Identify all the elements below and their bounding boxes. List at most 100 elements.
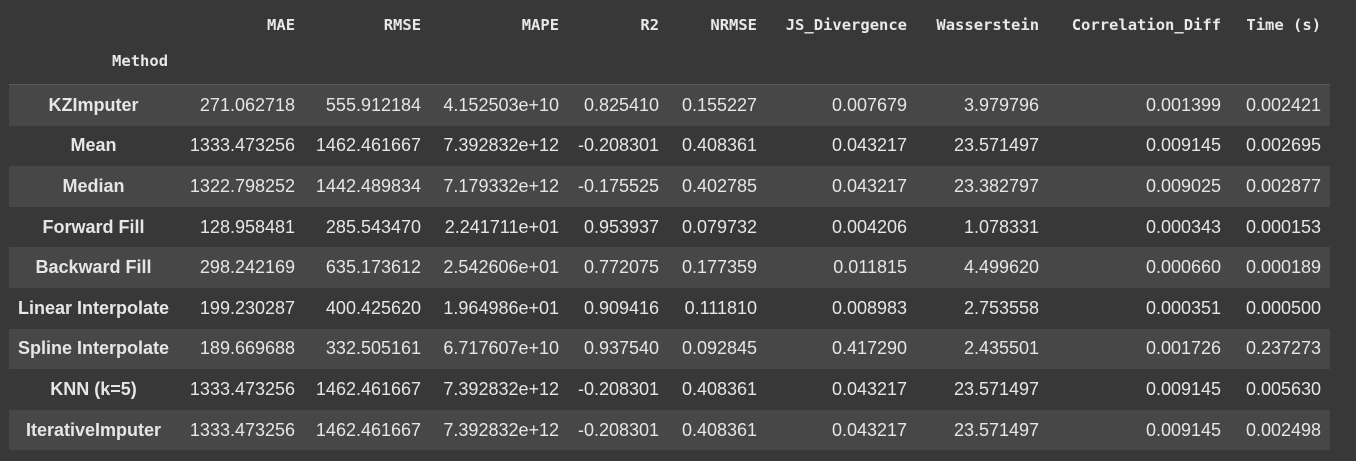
table-cell: 23.382797 [953,175,1040,196]
table-cell: 0.002421 [1245,94,1322,115]
table-cell: 1322.798252 [189,175,296,196]
table-cell: 0.237273 [1245,338,1322,359]
table-row: Median 1322.798252 1442.489834 7.179332e+12… [9,166,1331,207]
table-row: Spline Interpolate 189.669688 332.505161 6.… [9,328,1331,370]
table-cell: 635.173612 [325,257,422,278]
table-cell: 0.000153 [1245,216,1322,237]
blank-header-cell [430,38,569,85]
col-header-rmse: RMSE [304,0,431,38]
row-index-method: Spline Interpolate [18,338,170,359]
table-cell: 199.230287 [199,297,296,318]
table-cell: 0.011815 [833,257,908,278]
table-cell: 1.964986e+01 [443,297,560,318]
table-row: Forward Fill 128.958481 285.543470 2.241711… [9,206,1331,248]
table-cell: 0.043217 [831,135,908,156]
table-cell: 0.825410 [583,94,660,115]
table-cell: 0.001726 [1145,338,1222,359]
table-cell: 0.000660 [1145,257,1222,278]
table-cell: 332.505161 [325,338,422,359]
table-cell: 1462.461667 [315,135,422,156]
col-header-js-divergence: JS_Divergence [766,0,917,38]
table-cell: 1333.473256 [189,378,296,399]
table-cell: 2.435501 [963,338,1040,359]
col-header-nrmse: NRMSE [668,0,767,38]
table-row: KZImputer 271.062718 555.912184 4.152503e+1… [9,84,1331,126]
table-row: Mean 1333.473256 1462.461667 7.392832e+12 -0… [9,125,1331,167]
table-cell: -0.208301 [577,378,660,399]
table-cell: 2.542606e+01 [443,257,560,278]
table-cell: 271.062718 [199,94,296,115]
table-cell: 0.177359 [681,257,758,278]
row-index-method: KNN (k=5) [50,378,137,399]
col-header-wasserstein: Wasserstein [916,0,1049,38]
blank-header-cell [304,38,431,85]
blank-header-cell [766,38,917,85]
table-cell: 0.005630 [1245,378,1322,399]
col-header-mae: MAE [178,0,305,38]
table-cell: 7.392832e+12 [443,135,560,156]
results-dataframe-table: MAE RMSE MAPE R2 NRMSE JS_Divergence Was… [9,0,1331,451]
table-cell: 7.179332e+12 [443,175,560,196]
table-cell: 0.009025 [1145,175,1222,196]
table-cell: 0.002498 [1245,419,1322,440]
table-cell: 2.241711e+01 [444,216,560,237]
table-cell: 1462.461667 [315,419,422,440]
table-cell: 7.392832e+12 [443,378,560,399]
table-cell: 23.571497 [953,419,1040,440]
table-cell: 0.007679 [831,94,908,115]
row-index-method: Linear Interpolate [18,297,170,318]
row-index-method: Median [62,175,125,196]
table-cell: 0.092845 [681,338,758,359]
table-cell: 0.009145 [1145,378,1222,399]
table-cell: 400.425620 [325,297,422,318]
table-cell: 0.909416 [583,297,660,318]
table-cell: 1333.473256 [189,419,296,440]
table-cell: 189.669688 [199,338,296,359]
table-cell: 0.043217 [831,378,908,399]
table-cell: 1462.461667 [315,378,422,399]
table-cell: -0.208301 [577,135,660,156]
table-cell: 0.043217 [831,175,908,196]
blank-header-cell [916,38,1049,85]
table-row: KNN (k=5) 1333.473256 1462.461667 7.392832e… [9,369,1331,410]
blank-header-cell [1048,38,1231,85]
index-corner-cell [9,0,179,38]
table-cell: 6.717607e+10 [443,338,560,359]
table-cell: -0.208301 [577,419,660,440]
table-cell: 0.772075 [583,257,660,278]
table-cell: 298.242169 [199,257,296,278]
table-cell: 0.111810 [684,297,758,318]
table-cell: 0.402785 [681,175,758,196]
table-cell: 0.009145 [1145,419,1222,440]
table-cell: 0.002695 [1245,135,1322,156]
table-row: Linear Interpolate 199.230287 400.425620 1.… [9,287,1331,329]
table-body: KZImputer 271.062718 555.912184 4.152503e+1… [9,84,1331,451]
col-header-correlation-diff: Correlation_Diff [1048,0,1231,38]
blank-header-cell [568,38,669,85]
table-cell: 2.753558 [963,297,1040,318]
table-cell: 285.543470 [325,216,422,237]
table-cell: 7.392832e+12 [443,419,560,440]
row-index-method: IterativeImputer [25,419,162,440]
table-cell: 0.009145 [1145,135,1222,156]
table-cell: 0.408361 [681,378,758,399]
row-index-method: Forward Fill [42,216,145,237]
table-cell: 0.001399 [1145,94,1222,115]
blank-header-cell [178,38,305,85]
index-name-header: Method [9,38,179,85]
table-cell: 128.958481 [199,216,296,237]
blank-header-cell [1230,38,1331,85]
table-cell: 0.408361 [681,419,758,440]
table-cell: 0.043217 [831,419,908,440]
table-row: IterativeImputer 1333.473256 1462.461667 7.… [9,409,1331,451]
table-cell: 0.000343 [1145,216,1222,237]
table-cell: 0.004206 [831,216,908,237]
table-cell: 4.152503e+10 [443,94,560,115]
table-cell: 23.571497 [953,378,1040,399]
table-cell: 555.912184 [325,94,422,115]
table-cell: 1.078331 [963,216,1040,237]
table-cell: 1442.489834 [315,175,422,196]
table-cell: 0.155227 [681,94,758,115]
table-cell: 3.979796 [963,94,1040,115]
